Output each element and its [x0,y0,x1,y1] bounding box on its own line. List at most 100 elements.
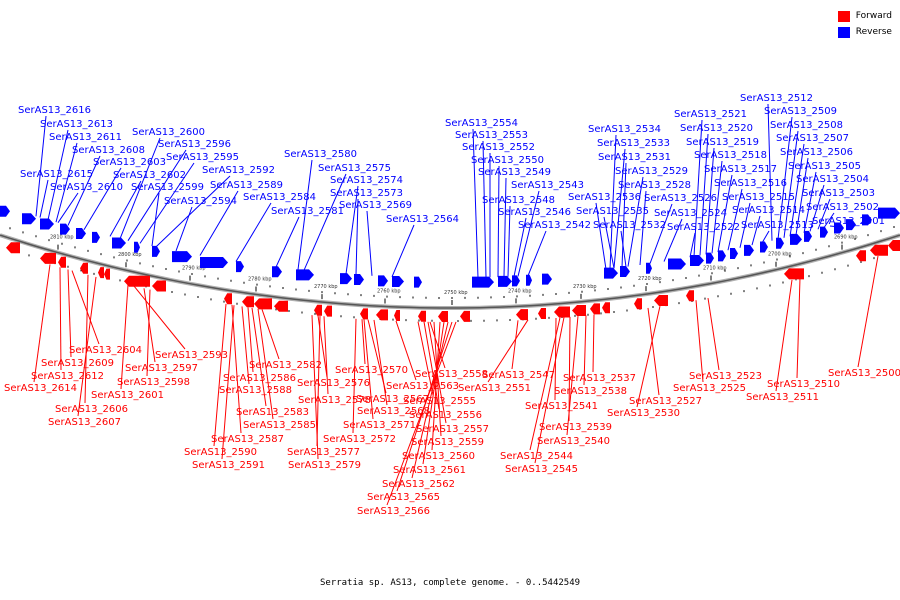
forward-gene-arrow [686,290,694,302]
forward-leader-line [487,319,529,383]
reverse-gene-arrow [378,275,388,287]
reverse-gene-label: SerAS13_2592 [202,165,275,176]
reverse-gene-arrow [878,207,900,219]
forward-leader-line [316,315,321,447]
reverse-leader-line [739,202,751,248]
reverse-leader-line [789,143,805,237]
gene-layer [0,205,900,322]
reverse-swatch [837,26,850,38]
forward-gene-label: SerAS13_2590 [184,447,257,458]
backbone [0,234,900,309]
reverse-leader-line [620,230,627,267]
tick-label: 2740 kbp [508,288,532,294]
reverse-gene-label: SerAS13_2504 [796,174,869,185]
tick-label: 2710 kbp [703,265,727,271]
reverse-leader-line [355,198,359,275]
reverse-leader-line [39,179,49,218]
reverse-gene-arrow [744,244,754,256]
reverse-leader-line [809,184,825,232]
forward-gene-label: SerAS13_2587 [211,434,284,445]
reverse-leader-line [119,137,161,239]
forward-leader-line [775,279,793,392]
forward-gene-arrow [80,262,88,274]
reverse-gene-label: SerAS13_2531 [598,152,671,163]
forward-gene-arrow [394,309,400,321]
forward-gene-label: SerAS13_2563 [386,381,459,392]
figure-caption: Serratia sp. AS13, complete genome. - 0.… [319,578,581,588]
legend-item-forward: Forward [837,8,892,24]
forward-gene-arrow [554,306,570,318]
forward-gene-label: SerAS13_2551 [458,383,531,394]
reverse-gene-label: SerAS13_2519 [686,137,759,148]
reverse-gene-label: SerAS13_2552 [462,142,535,153]
reverse-gene-label: SerAS13_2581 [271,206,344,217]
forward-gene-label: SerAS13_2586 [223,373,296,384]
forward-leader-line [568,316,571,422]
reverse-gene-arrow [172,251,192,263]
forward-gene-arrow [376,309,388,321]
reverse-leader-line [391,224,415,277]
reverse-leader-line [777,116,793,240]
forward-gene-label: SerAS13_2607 [48,417,121,428]
reverse-leader-line [663,218,683,262]
legend-label-reverse: Reverse [855,27,892,37]
reverse-gene-label: SerAS13_2532 [593,220,666,231]
forward-leader-line [857,255,879,368]
forward-gene-arrow [6,242,20,254]
reverse-leader-line [67,155,101,226]
legend: Forward Reverse [837,8,892,40]
reverse-leader-line [761,230,770,244]
reverse-leader-line [366,210,373,276]
reverse-leader-line [829,225,841,228]
reverse-gene-arrow [512,275,520,287]
forward-leader-line [352,318,357,434]
forward-leader-line [84,274,89,404]
reverse-gene-arrow [776,237,784,249]
forward-gene-label: SerAS13_2500 [828,368,900,379]
tick-label: 2780 kbp [248,276,272,282]
forward-gene-label: SerAS13_2579 [288,460,361,471]
reverse-leader-line [472,128,479,278]
forward-gene-label: SerAS13_2582 [249,360,322,371]
forward-leader-line [146,289,151,377]
forward-leader-line [323,316,329,395]
forward-gene-arrow [418,310,426,322]
forward-gene-label: SerAS13_2562 [382,479,455,490]
forward-leader-line [529,317,561,451]
reverse-gene-label: SerAS13_2599 [131,182,204,193]
reverse-gene-label: SerAS13_2546 [498,207,571,218]
forward-gene-label: SerAS13_2544 [500,451,573,462]
reverse-gene-label: SerAS13_2554 [445,118,518,129]
reverse-leader-line [627,176,644,267]
reverse-gene-arrow [40,218,54,230]
forward-gene-arrow [254,298,272,310]
tick-label: 2690 kbp [834,235,858,241]
reverse-gene-label: SerAS13_2536 [568,192,641,203]
reverse-leader-line [57,192,79,223]
reverse-gene-label: SerAS13_2515 [722,192,795,203]
reverse-gene-label: SerAS13_2521 [674,109,747,120]
forward-gene-arrow [654,294,668,306]
forward-leader-line [311,315,319,460]
reverse-gene-label: SerAS13_2616 [18,105,91,116]
forward-gene-label: SerAS13_2583 [236,407,309,418]
reverse-gene-label: SerAS13_2535 [576,206,649,217]
reverse-gene-arrow [414,276,422,288]
forward-gene-arrow [538,307,546,319]
reverse-gene-label: SerAS13_2548 [482,195,555,206]
forward-gene-arrow [572,305,586,317]
forward-gene-arrow [460,310,470,322]
reverse-leader-line [803,171,817,233]
reverse-gene-arrow [862,214,872,226]
forward-gene-arrow [438,310,448,322]
forward-swatch [837,10,850,22]
reverse-leader-line [55,142,78,223]
reverse-leader-line [751,215,761,246]
reverse-gene-label: SerAS13_2520 [680,123,753,134]
forward-gene-label: SerAS13_2538 [554,386,627,397]
forward-leader-line [213,303,227,447]
forward-leader-line [511,320,519,370]
forward-leader-line [67,269,72,358]
tick-label: 2750 kbp [444,290,468,296]
